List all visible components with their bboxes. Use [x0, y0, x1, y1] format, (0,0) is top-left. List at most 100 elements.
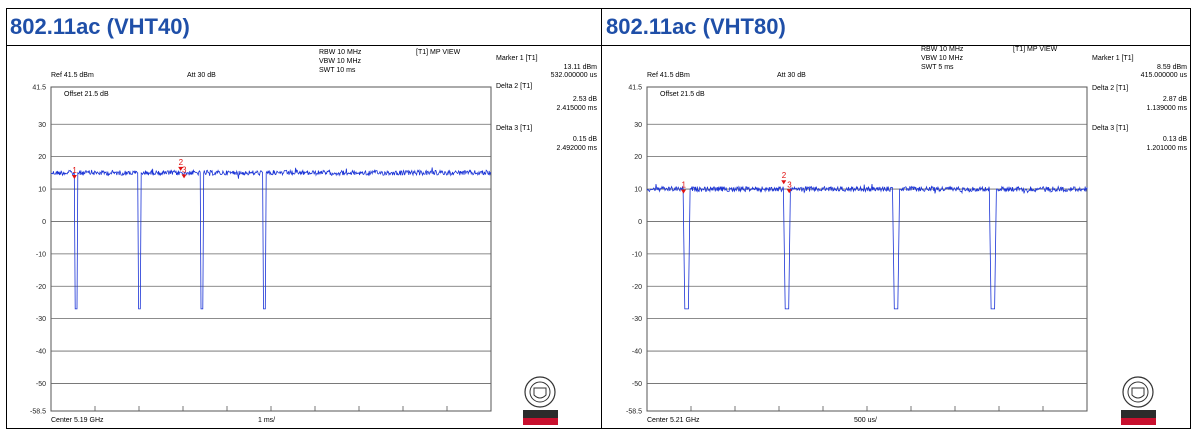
- bureau-veritas-logo: [1121, 376, 1156, 425]
- delta-2-value: 2.53 dB: [573, 96, 597, 103]
- marker-1-value: 13.11 dBm: [564, 64, 598, 71]
- bureau-veritas-logo: [523, 376, 558, 425]
- delta-3-value: 0.13 dB: [1163, 136, 1187, 143]
- y-tick-label: 10: [634, 187, 642, 194]
- plot-frame: [50, 86, 492, 412]
- marker-number: 3: [787, 180, 792, 189]
- y-tick-label: 20: [38, 154, 46, 161]
- delta-2-label: Delta 2 [T1]: [496, 83, 532, 90]
- delta-3-time: 1.201000 ms: [1147, 145, 1188, 152]
- y-tick-label: -10: [632, 251, 642, 258]
- delta-3-time: 2.492000 ms: [557, 145, 598, 152]
- swt-label: SWT 10 ms: [319, 67, 356, 74]
- attenuation-label: Att 30 dB: [187, 72, 216, 79]
- y-tick-label: 41.5: [628, 85, 642, 92]
- swt-label: SWT 5 ms: [921, 64, 954, 71]
- marker-number: 1: [72, 166, 77, 175]
- marker-triangle: [178, 166, 184, 171]
- delta-2-time: 1.139000 ms: [1147, 105, 1188, 112]
- center-frequency-label: Center 5.19 GHz: [51, 417, 104, 424]
- grid: [646, 86, 1088, 412]
- center-frequency-label: Center 5.21 GHz: [647, 417, 700, 424]
- marker-1-label: Marker 1 [T1]: [496, 55, 538, 62]
- trace: [50, 167, 492, 310]
- y-tick-label: -20: [632, 284, 642, 291]
- marker-triangle: [681, 189, 687, 194]
- y-axis-ticks: 41.5 30 20 10 0 -10 -20 -30 -40 -50 -58.5: [30, 85, 46, 416]
- delta-3-value: 0.15 dB: [573, 136, 597, 143]
- marker-triangle: [71, 175, 77, 180]
- y-tick-label: -58.5: [30, 409, 46, 416]
- marker-number: 2: [782, 171, 787, 180]
- offset-label: Offset 21.5 dB: [660, 91, 705, 98]
- y-tick-label: -30: [36, 316, 46, 323]
- marker-1-label: Marker 1 [T1]: [1092, 55, 1134, 62]
- marker-points: 1 23: [71, 158, 187, 180]
- y-tick-label: 20: [634, 154, 642, 161]
- seal-shield: [533, 387, 547, 399]
- marker-triangle: [781, 180, 787, 185]
- y-tick-label: -20: [36, 284, 46, 291]
- chart-heading-vht80: 802.11ac (VHT80): [606, 14, 786, 39]
- y-tick-label: -58.5: [626, 409, 642, 416]
- marker-number: 3: [182, 165, 187, 174]
- marker-triangle: [786, 189, 792, 194]
- column-divider: [601, 8, 602, 429]
- seal-shield: [1131, 387, 1145, 399]
- view-mode-label: [T1] MP VIEW: [416, 49, 461, 56]
- time-per-division-label: 500 us/: [854, 417, 877, 424]
- ref-level-label: Ref 41.5 dBm: [647, 72, 690, 79]
- spectrum-plot: RBW 10 MHz VBW 10 MHz SWT 5 ms [T1] MP V…: [626, 46, 1188, 425]
- marker-1-time: 532.000000 us: [551, 72, 598, 79]
- marker-1-time: 415.000000 us: [1141, 72, 1188, 79]
- spectrum-panel-vht40: RBW 10 MHz VBW 10 MHz SWT 10 ms [T1] MP …: [7, 46, 601, 429]
- chart-heading-vht40: 802.11ac (VHT40): [10, 14, 190, 39]
- vbw-label: VBW 10 MHz: [319, 58, 362, 65]
- y-tick-label: 41.5: [32, 85, 46, 92]
- marker-1-value: 8.59 dBm: [1157, 64, 1187, 71]
- marker-number: 2: [179, 158, 184, 167]
- trace-line: [646, 183, 1088, 310]
- spectrum-panel-vht80: RBW 10 MHz VBW 10 MHz SWT 5 ms [T1] MP V…: [603, 46, 1192, 429]
- rbw-label: RBW 10 MHz: [921, 46, 964, 53]
- time-per-division-label: 1 ms/: [258, 417, 275, 424]
- y-tick-label: 0: [42, 219, 46, 226]
- delta-2-value: 2.87 dB: [1163, 96, 1187, 103]
- logo-band-top: [1121, 410, 1156, 418]
- delta-3-label: Delta 3 [T1]: [1092, 125, 1128, 132]
- logo-band-bottom: [1121, 418, 1156, 425]
- header-divider: [6, 45, 1191, 46]
- marker-number: 1: [682, 181, 687, 190]
- trace: [646, 183, 1088, 310]
- y-tick-label: -50: [632, 381, 642, 388]
- y-tick-label: -50: [36, 381, 46, 388]
- y-tick-label: -10: [36, 251, 46, 258]
- attenuation-label: Att 30 dB: [777, 72, 806, 79]
- y-tick-label: 30: [634, 122, 642, 129]
- marker-points: 1 23: [681, 171, 792, 194]
- y-tick-label: 0: [638, 219, 642, 226]
- seal-inner-ring: [1127, 381, 1149, 403]
- rbw-label: RBW 10 MHz: [319, 49, 362, 56]
- y-tick-label: 10: [38, 187, 46, 194]
- vbw-label: VBW 10 MHz: [921, 55, 964, 62]
- delta-3-label: Delta 3 [T1]: [496, 125, 532, 132]
- y-tick-label: -40: [632, 349, 642, 356]
- offset-label: Offset 21.5 dB: [64, 91, 109, 98]
- ref-level-label: Ref 41.5 dBm: [51, 72, 94, 79]
- y-tick-label: -30: [632, 316, 642, 323]
- plot-frame: [646, 86, 1088, 412]
- y-tick-label: -40: [36, 349, 46, 356]
- grid: [50, 86, 492, 412]
- marker-triangle: [181, 174, 187, 179]
- seal-inner-ring: [529, 381, 551, 403]
- logo-band-bottom: [523, 418, 558, 425]
- view-mode-label: [T1] MP VIEW: [1013, 46, 1058, 53]
- spectrum-plot: RBW 10 MHz VBW 10 MHz SWT 10 ms [T1] MP …: [30, 49, 598, 425]
- delta-2-time: 2.415000 ms: [557, 105, 598, 112]
- trace-line: [50, 167, 492, 310]
- y-axis-ticks: 41.5 30 20 10 0 -10 -20 -30 -40 -50 -58.5: [626, 85, 642, 416]
- logo-band-top: [523, 410, 558, 418]
- y-tick-label: 30: [38, 122, 46, 129]
- delta-2-label: Delta 2 [T1]: [1092, 85, 1128, 92]
